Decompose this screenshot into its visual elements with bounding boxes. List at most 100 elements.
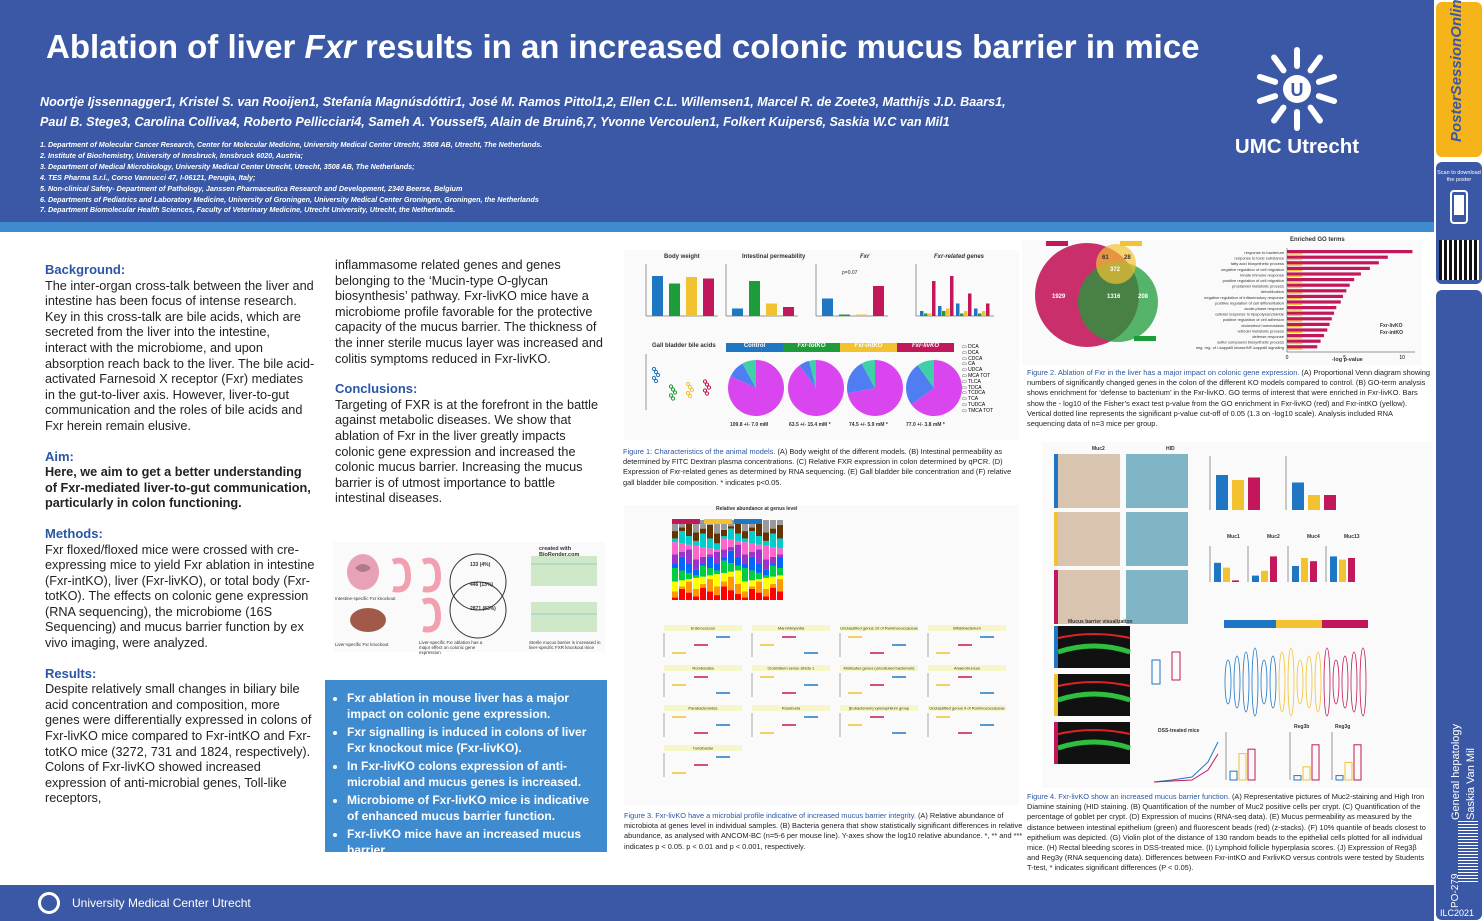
go-term-label: detoxification xyxy=(1261,289,1284,294)
row-label-bar xyxy=(1054,570,1058,624)
group-label-control: Control xyxy=(726,343,783,352)
bar xyxy=(766,303,777,316)
bead-layer xyxy=(1057,729,1131,735)
panel-title: Muc4 xyxy=(1307,534,1320,540)
affiliation: 7. Department Biomolecular Health Scienc… xyxy=(40,205,456,215)
affiliations: 1. Department of Molecular Cancer Resear… xyxy=(40,140,1160,216)
stacked-bar-segment xyxy=(763,569,769,576)
svg-text:U: U xyxy=(1291,80,1304,100)
bar xyxy=(982,311,986,316)
stacked-bar-segment xyxy=(721,560,727,573)
pie-slice xyxy=(809,360,816,388)
bar xyxy=(932,281,936,316)
p-value-label: p=0.07 xyxy=(842,270,858,276)
panel-title: HID xyxy=(1166,446,1175,452)
panel-title: Relative abundance at genus level xyxy=(716,506,798,512)
stacked-bar-segment xyxy=(714,570,720,575)
legend-entry: ▭ TCA xyxy=(962,396,979,403)
venn-value: 372 xyxy=(1110,267,1121,273)
stacked-bar-segment xyxy=(728,526,734,529)
stacked-bar-segment xyxy=(777,579,783,592)
stacked-bar-segment xyxy=(735,540,741,545)
go-term-label: negative regulation of inflammatory resp… xyxy=(1204,295,1285,300)
data-point xyxy=(672,390,678,395)
stacked-bar-segment xyxy=(693,545,699,560)
stacked-bar-segment xyxy=(749,588,755,600)
stacked-bar-segment xyxy=(728,563,734,572)
stacked-bar-segment xyxy=(742,597,748,600)
stacked-bar-segment xyxy=(777,554,783,557)
panel-header xyxy=(664,745,742,751)
bar xyxy=(950,276,954,316)
genus-label: Turicibacter xyxy=(693,746,714,751)
highlight-item: Fxr signalling is induced in colons of l… xyxy=(347,724,599,756)
bar xyxy=(1287,270,1303,272)
row-label-bar xyxy=(1054,512,1058,566)
bar xyxy=(968,293,972,316)
histology-image xyxy=(1126,570,1188,624)
qr-code-icon[interactable] xyxy=(1439,240,1479,280)
bar xyxy=(956,303,960,316)
stacked-bar-segment xyxy=(777,575,783,580)
data-point xyxy=(668,393,674,398)
group-label-totko: Fxr-totKO xyxy=(783,343,840,352)
venn-value: 1316 xyxy=(1107,294,1121,300)
bar xyxy=(822,298,833,316)
stacked-bar-segment xyxy=(763,545,769,560)
genus-label: Marvinbryantia xyxy=(778,626,805,631)
stacked-bar-segment xyxy=(693,559,699,570)
stacked-bar-segment xyxy=(672,581,678,592)
bar xyxy=(1287,317,1332,321)
bar xyxy=(1287,314,1303,317)
stacked-bar-segment xyxy=(714,586,720,596)
affiliation: 3. Department of Medical Microbiology, U… xyxy=(40,161,415,171)
genus-label: Unclassified genus 10 of Ruminococcaceae xyxy=(840,626,918,631)
biorender-credit: created with BioRender.com xyxy=(539,546,580,558)
stacked-bar-segment xyxy=(763,588,769,597)
panel-title: Muc13 xyxy=(1344,534,1360,540)
stacked-bar-segment xyxy=(763,575,769,578)
bar xyxy=(1310,561,1317,582)
data-point xyxy=(653,369,659,375)
bar xyxy=(974,308,978,316)
bar xyxy=(946,308,950,316)
panel-header xyxy=(840,665,918,671)
stacked-bar-segment xyxy=(756,544,762,550)
stacked-bar-segment xyxy=(672,568,678,582)
caption-title: Characteristics of the animal models. xyxy=(652,447,776,456)
scan-text: Scan to download the poster xyxy=(1437,170,1481,183)
legend-entry: ▭ CA xyxy=(962,361,976,368)
go-term-label: sulfur compound biosynthetic process xyxy=(1217,340,1284,345)
bar xyxy=(1344,761,1353,781)
pie-total: 63.5 +/- 15.4 mM * xyxy=(789,422,831,428)
bar xyxy=(1223,567,1230,582)
stacked-bar-segment xyxy=(756,572,762,580)
violin xyxy=(1314,651,1322,713)
aim-heading: Aim: xyxy=(45,448,74,464)
stacked-bar-segment xyxy=(763,577,769,589)
genus-label: [Eubacterium] xylanophilum group xyxy=(849,706,910,711)
stacked-bar-segment xyxy=(707,579,713,592)
stacked-bar-segment xyxy=(714,520,720,534)
bar xyxy=(1308,495,1320,510)
histology-image xyxy=(1058,570,1120,624)
stacked-bar-segment xyxy=(728,550,734,564)
stacked-bar-segment xyxy=(693,588,699,597)
stacked-bar-segment xyxy=(756,579,762,582)
pie-slice xyxy=(906,365,934,405)
stacked-bar-segment xyxy=(693,569,699,576)
panel-title: Body weight xyxy=(664,254,700,260)
data-point xyxy=(687,393,693,399)
postersession-badge[interactable]: PosterSessionOnline xyxy=(1436,0,1482,157)
results-continued: inflammasome related genes and genes bel… xyxy=(335,258,603,366)
bar xyxy=(652,276,663,316)
stacked-bar-segment xyxy=(742,538,748,543)
violin xyxy=(1233,655,1241,709)
caption-label: Figure 1: xyxy=(623,447,653,456)
panel-header xyxy=(752,625,830,631)
stacked-bar-segment xyxy=(721,549,727,557)
bar xyxy=(1353,744,1362,781)
stacked-bar-segment xyxy=(728,590,734,600)
bar xyxy=(986,303,990,316)
